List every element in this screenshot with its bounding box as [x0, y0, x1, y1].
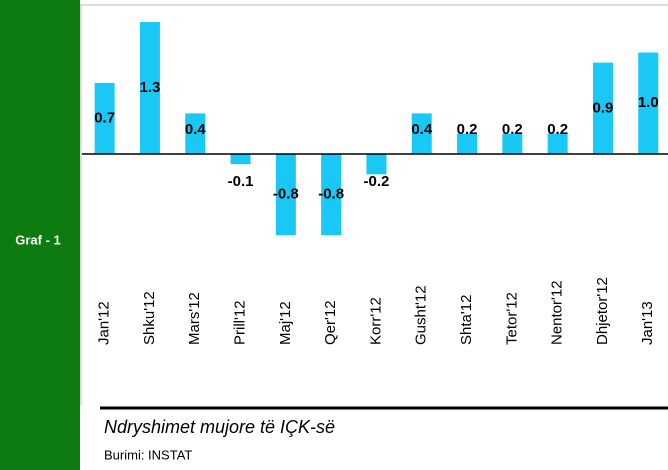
- bar: [638, 52, 659, 154]
- data-label: 1.3: [140, 79, 161, 96]
- x-tick-label: Jan'13: [639, 301, 656, 345]
- x-tick-label: Korr'12: [367, 297, 384, 345]
- x-tick-label: Prill'12: [232, 300, 249, 345]
- data-label: 0.2: [502, 121, 523, 138]
- data-label: 0.7: [94, 109, 115, 126]
- bar: [275, 154, 296, 236]
- bar: [185, 113, 206, 154]
- x-tick-label: Nentor'12: [549, 280, 566, 345]
- bar: [139, 22, 160, 154]
- data-label: -0.8: [318, 186, 344, 203]
- bar: [592, 62, 613, 154]
- bar: [366, 154, 387, 175]
- source: Burimi: INSTAT: [104, 447, 192, 462]
- side-bar: [0, 0, 80, 470]
- bar: [502, 133, 523, 154]
- x-tick-label: Shta'12: [458, 295, 475, 345]
- bar: [321, 154, 342, 236]
- data-label: -0.2: [364, 173, 390, 190]
- x-tick-label: Qer'12: [322, 300, 339, 345]
- x-tick-label: Dhjetor'12: [594, 277, 611, 345]
- x-tick-label: Maj'12: [277, 301, 294, 345]
- x-tick-label: Tetor'12: [503, 292, 520, 345]
- data-label: 0.4: [411, 121, 433, 138]
- bar: [411, 113, 432, 154]
- data-label: 1.0: [638, 94, 659, 111]
- data-label: -0.1: [228, 173, 254, 190]
- data-label: 0.9: [593, 99, 614, 116]
- bar: [94, 82, 115, 154]
- data-label: 0.2: [547, 121, 568, 138]
- chart-title: Ndryshimet mujore të IÇK-së: [104, 417, 335, 437]
- side-label: Graf - 1: [15, 232, 61, 247]
- bar: [457, 133, 478, 154]
- x-tick-label: Mars'12: [186, 292, 203, 345]
- x-tick-label: Gusht'12: [413, 285, 430, 345]
- data-label: 0.4: [185, 121, 207, 138]
- data-label: -0.8: [273, 186, 299, 203]
- bar: [547, 133, 568, 154]
- x-tick-label: Jan'12: [96, 301, 113, 345]
- x-tick-label: Shku'12: [141, 291, 158, 345]
- data-label: 0.2: [457, 121, 478, 138]
- bar: [230, 154, 251, 165]
